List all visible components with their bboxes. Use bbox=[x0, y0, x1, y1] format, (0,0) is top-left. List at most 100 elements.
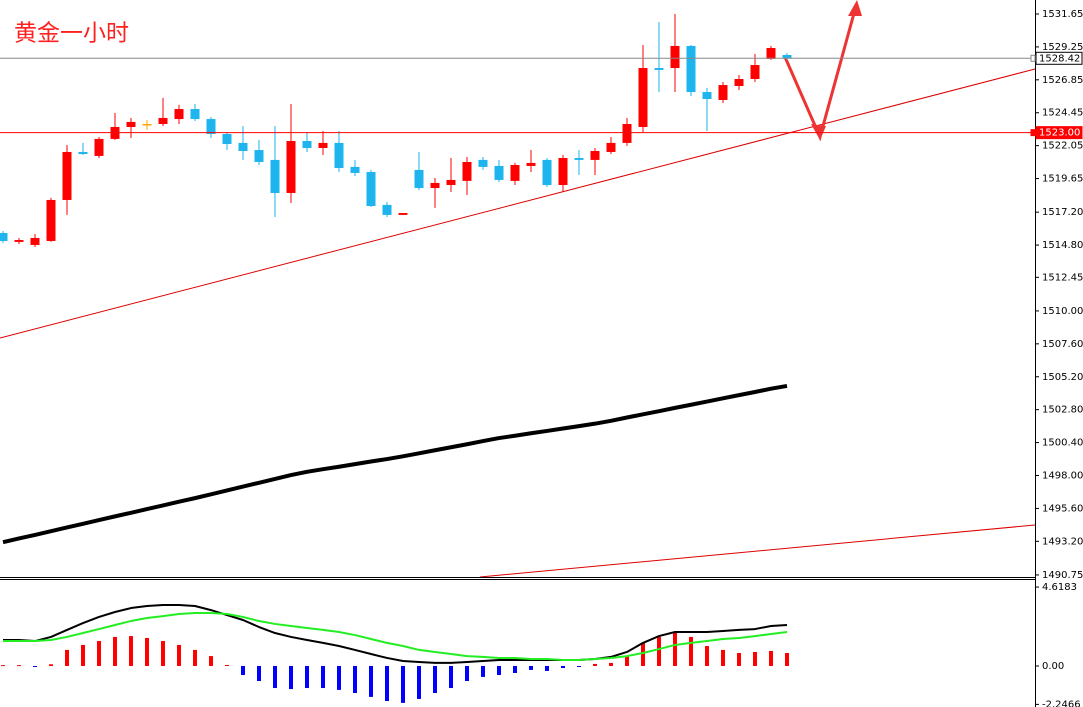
candle-body bbox=[702, 92, 712, 100]
y-tick-label: 1531.65 bbox=[1042, 9, 1083, 20]
histogram-bar bbox=[65, 649, 69, 666]
candle-body bbox=[478, 159, 488, 167]
candle-body bbox=[606, 142, 616, 152]
y-tick-label: 1529.25 bbox=[1042, 42, 1083, 53]
histogram-bar bbox=[193, 649, 197, 666]
y-tick-label: -2.2466 bbox=[1042, 699, 1081, 707]
candle-body bbox=[574, 157, 584, 160]
histogram-bar bbox=[641, 642, 645, 666]
histogram-bar bbox=[289, 665, 293, 690]
histogram-bar bbox=[241, 665, 245, 676]
candle-body bbox=[782, 54, 792, 59]
y-tick-label: 1507.60 bbox=[1042, 339, 1083, 350]
y-tick-label: 1493.20 bbox=[1042, 536, 1083, 547]
histogram-bar bbox=[385, 665, 389, 702]
candle-body bbox=[462, 161, 472, 181]
histogram-bar bbox=[417, 665, 421, 699]
y-tick-label: 1517.20 bbox=[1042, 207, 1083, 218]
price-box bbox=[1035, 126, 1083, 140]
candle-body bbox=[318, 142, 328, 148]
y-tick-label: 1522.05 bbox=[1042, 141, 1083, 152]
histogram-bar bbox=[97, 641, 101, 666]
histogram-bar bbox=[257, 665, 261, 682]
candle-body bbox=[446, 179, 456, 186]
histogram-bar bbox=[785, 652, 789, 666]
histogram-bar bbox=[1, 665, 5, 667]
histogram-bar bbox=[305, 665, 309, 689]
histogram-bar bbox=[705, 645, 709, 666]
candle-body bbox=[590, 151, 600, 160]
histogram-bar bbox=[465, 665, 469, 682]
histogram-bar bbox=[481, 665, 485, 677]
candle-body bbox=[398, 212, 408, 215]
histogram-bar bbox=[129, 636, 133, 666]
histogram-bar bbox=[657, 636, 661, 666]
indicator-line bbox=[3, 612, 788, 662]
histogram-bar bbox=[625, 656, 629, 666]
histogram-bar bbox=[49, 664, 53, 666]
histogram-bar bbox=[609, 662, 613, 666]
candle-body bbox=[334, 142, 344, 169]
y-tick-label: 1490.75 bbox=[1042, 570, 1083, 581]
histogram-bar bbox=[33, 665, 37, 667]
histogram-bar bbox=[209, 656, 213, 666]
y-tick-label: 1519.65 bbox=[1042, 174, 1083, 185]
price-label: 1528.42 bbox=[1039, 53, 1080, 64]
candle-body bbox=[222, 133, 232, 145]
candle-body bbox=[670, 45, 680, 69]
candle-body bbox=[382, 204, 392, 215]
candle-body bbox=[126, 121, 136, 128]
histogram-bar bbox=[321, 665, 325, 689]
y-tick-label: 4.6183 bbox=[1042, 582, 1077, 593]
candle-body bbox=[238, 142, 248, 152]
histogram-bar bbox=[225, 664, 229, 666]
histogram-bar bbox=[577, 665, 581, 667]
candle-body bbox=[30, 237, 40, 245]
chart-title: 黄金一小时 bbox=[14, 21, 129, 47]
histogram-bar bbox=[513, 665, 517, 673]
histogram-bar bbox=[161, 641, 165, 666]
y-tick-label: 1524.45 bbox=[1042, 108, 1083, 119]
y-tick-label: 1502.80 bbox=[1042, 405, 1083, 416]
candle-body bbox=[190, 109, 200, 120]
candle-body bbox=[14, 240, 24, 242]
price-box bbox=[1035, 51, 1083, 65]
indicator-line bbox=[2, 383, 788, 545]
histogram-bar bbox=[529, 665, 533, 670]
histogram-bar bbox=[401, 665, 405, 703]
histogram-bar bbox=[177, 644, 181, 666]
candle-body bbox=[366, 171, 376, 207]
candle-body bbox=[158, 117, 168, 124]
indicator-line bbox=[3, 603, 788, 664]
price-label: 1523.00 bbox=[1039, 128, 1080, 139]
histogram-bar bbox=[449, 665, 453, 689]
candle-body bbox=[622, 123, 632, 143]
y-tick-label: 1510.00 bbox=[1042, 306, 1083, 317]
histogram-bar bbox=[337, 665, 341, 690]
candle-body bbox=[302, 140, 312, 148]
candle-body bbox=[0, 233, 8, 241]
histogram-bar bbox=[561, 665, 565, 669]
y-tick-label: 1498.00 bbox=[1042, 471, 1083, 482]
candle-body bbox=[270, 159, 280, 193]
histogram-bar bbox=[113, 636, 117, 666]
arrow-head bbox=[811, 124, 826, 140]
candle-body bbox=[718, 85, 728, 100]
candle-body bbox=[46, 199, 56, 241]
candle-body bbox=[206, 119, 216, 134]
y-tick-label: 1512.45 bbox=[1042, 272, 1083, 283]
candle-body bbox=[686, 45, 696, 93]
histogram-bar bbox=[497, 665, 501, 676]
candle-body bbox=[78, 151, 88, 155]
histogram-bar bbox=[737, 652, 741, 666]
y-tick-label: 1526.85 bbox=[1042, 75, 1083, 86]
candle-body bbox=[254, 150, 264, 162]
candle-body bbox=[510, 164, 520, 181]
candle-body bbox=[766, 48, 776, 59]
candle-body bbox=[494, 165, 504, 180]
candle-body bbox=[430, 182, 440, 189]
histogram-bar bbox=[721, 649, 725, 666]
histogram-bar bbox=[145, 637, 149, 666]
